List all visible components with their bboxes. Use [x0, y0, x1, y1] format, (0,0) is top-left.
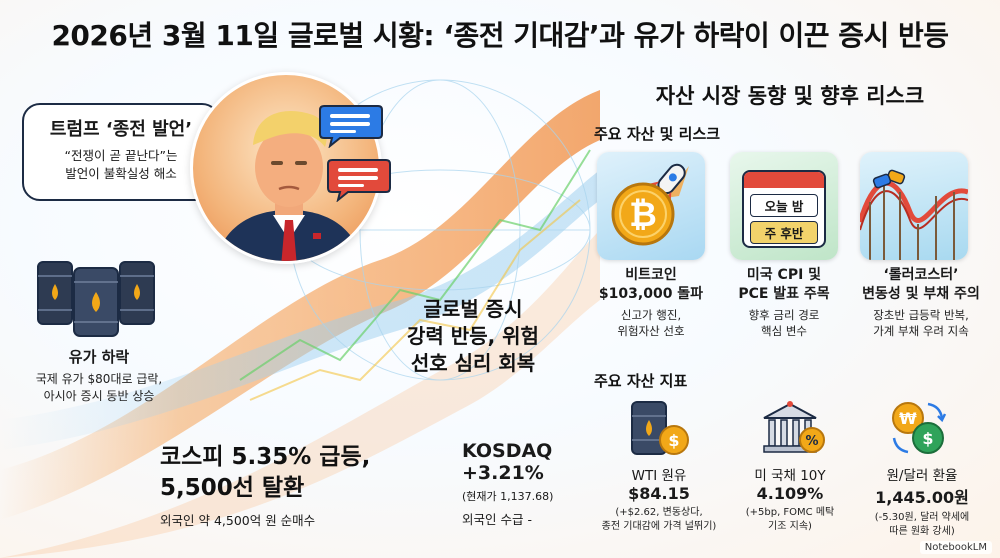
treasury-value: 4.109% — [756, 484, 824, 503]
oil-line-1: 국제 유가 $80대로 급락, — [35, 372, 163, 386]
bitcoin-card-text: 비트코인 $103,000 돌파 신고가 행진, 위험자산 선호 — [585, 266, 717, 340]
treasury-indicator: 미 국채 10Y 4.109% (+5bp, FOMC 메탁 기조 지속) — [730, 464, 850, 534]
bitcoin-card: ₿ — [597, 152, 705, 260]
bubble-line-1: “전쟁이 곧 끝난다”는 — [64, 148, 178, 163]
wti-value: $84.15 — [628, 484, 690, 503]
wti-note-2: 종전 기대감에 가격 널뛰기) — [601, 521, 717, 532]
page-title: 2026년 3월 11일 글로벌 시황: ‘종전 기대감’과 유가 하락이 이끈… — [51, 19, 949, 52]
cpi-title-2: PCE 발표 주목 — [738, 285, 830, 302]
speaker-portrait — [190, 72, 382, 264]
kosdaq-foreign: 외국인 수급 - — [462, 512, 532, 527]
bitcoin-rocket-icon: ₿ — [611, 163, 689, 246]
kosdaq-current: (현재가 1,137.68) — [462, 490, 554, 503]
oil-line-2: 아시아 증시 동반 상승 — [43, 389, 155, 404]
oil-barrel-dollar-icon: $ — [631, 401, 689, 455]
coaster-title-1: ‘롤러코스터’ — [883, 267, 959, 283]
bubble-title: 트럼프 ‘종전 발언’ — [49, 119, 193, 140]
fx-note-1: (-5.30원, 달러 약세에 — [874, 512, 970, 523]
right-heading: 자산 시장 동향 및 향후 리스크 — [655, 84, 925, 108]
oil-barrels-icon — [37, 261, 155, 337]
oil-section: 유가 하락 국제 유가 $80대로 급락, 아시아 증시 동반 상승 — [14, 346, 184, 406]
svg-text:$: $ — [922, 429, 933, 448]
svg-text:%: % — [805, 434, 818, 449]
kospi-sub: 외국인 약 4,500억 원 순매수 — [160, 513, 316, 529]
kosdaq-name: KOSDAQ — [462, 440, 553, 462]
bitcoin-text-2: 위험자산 선호 — [617, 324, 685, 339]
currency-exchange-icon: ₩ $ — [892, 402, 947, 454]
calendar-badge-weekend: 주 후반 — [750, 221, 818, 244]
calendar-badge-tonight: 오늘 밤 — [750, 194, 818, 217]
bitcoin-text-1: 신고가 행진, — [620, 307, 682, 322]
coaster-title-2: 변동성 및 부채 주의 — [862, 285, 980, 302]
indicators-heading: 주요 자산 지표 — [594, 372, 688, 390]
global-rebound-section: 글로벌 증시 강력 반등, 위험 선호 심리 회복 — [398, 296, 548, 377]
coaster-text-1: 장초반 급등락 반복, — [873, 307, 969, 322]
cpi-text-2: 핵심 변수 — [761, 324, 807, 339]
roller-coaster-card — [860, 152, 968, 260]
bitcoin-title-2: $103,000 돌파 — [598, 285, 704, 302]
coaster-card-text: ‘롤러코스터’ 변동성 및 부채 주의 장초반 급등락 반복, 가계 부채 우려… — [848, 266, 994, 340]
calendar-icon: 오늘 밤 주 후반 — [742, 170, 826, 248]
treasury-name: 미 국채 10Y — [754, 468, 826, 484]
treasury-building-icon: % — [763, 401, 825, 453]
global-line-2: 강력 반등, 위험 — [407, 324, 539, 348]
assets-heading: 주요 자산 및 리스크 — [594, 125, 721, 143]
treasury-note-1: (+5bp, FOMC 메탁 — [745, 507, 835, 518]
oil-title: 유가 하락 — [68, 348, 130, 366]
cpi-text-1: 향후 금리 경로 — [748, 307, 820, 322]
fx-indicator: 원/달러 환율 1,445.00원 (-5.30원, 달러 약세에 따른 원화 … — [852, 464, 992, 539]
svg-text:$: $ — [668, 431, 679, 450]
global-line-1: 글로벌 증시 — [423, 297, 523, 321]
wti-note-1: (+$2.62, 변동상다, — [615, 507, 703, 518]
speech-bubble: 트럼프 ‘종전 발언’ “전쟁이 곧 끝난다”는 발언이 불확실성 해소 — [22, 103, 220, 201]
chat-bubble-red-icon — [327, 159, 391, 202]
wti-name: WTI 원유 — [631, 468, 687, 484]
watermark: NotebookLM — [919, 541, 992, 554]
calendar-card: 오늘 밤 주 후반 — [730, 152, 838, 260]
svg-text:₿: ₿ — [629, 195, 657, 235]
kospi-section: 코스피 5.35% 급등, 5,500선 탈환 외국인 약 4,500억 원 순… — [160, 442, 420, 529]
chat-bubble-blue-icon — [319, 105, 383, 148]
wti-indicator: WTI 원유 $84.15 (+$2.62, 변동상다, 종전 기대감에 가격 … — [582, 464, 736, 534]
svg-text:₩: ₩ — [899, 409, 917, 428]
cpi-card-text: 미국 CPI 및 PCE 발표 주목 향후 금리 경로 핵심 변수 — [718, 266, 850, 340]
fx-name: 원/달러 환율 — [886, 468, 958, 484]
kosdaq-section: KOSDAQ +3.21% (현재가 1,137.68) 외국인 수급 - — [462, 440, 592, 528]
bitcoin-title-1: 비트코인 — [625, 267, 677, 283]
cpi-title-1: 미국 CPI 및 — [746, 267, 822, 283]
roller-coaster-icon — [860, 169, 968, 260]
bubble-line-2: 발언이 불확실성 해소 — [65, 166, 177, 182]
coaster-text-2: 가계 부채 우려 지속 — [873, 324, 969, 339]
kospi-line-1: 코스피 5.35% 급등, — [160, 444, 371, 470]
fx-value: 1,445.00원 — [875, 488, 969, 507]
kosdaq-change: +3.21% — [462, 462, 544, 484]
treasury-note-2: 기조 지속) — [768, 521, 812, 532]
portrait-icon — [214, 110, 364, 261]
fx-note-2: 따른 원화 강세) — [889, 526, 955, 537]
kospi-line-2: 5,500선 탈환 — [160, 475, 305, 502]
global-line-3: 선호 심리 회복 — [410, 351, 536, 375]
